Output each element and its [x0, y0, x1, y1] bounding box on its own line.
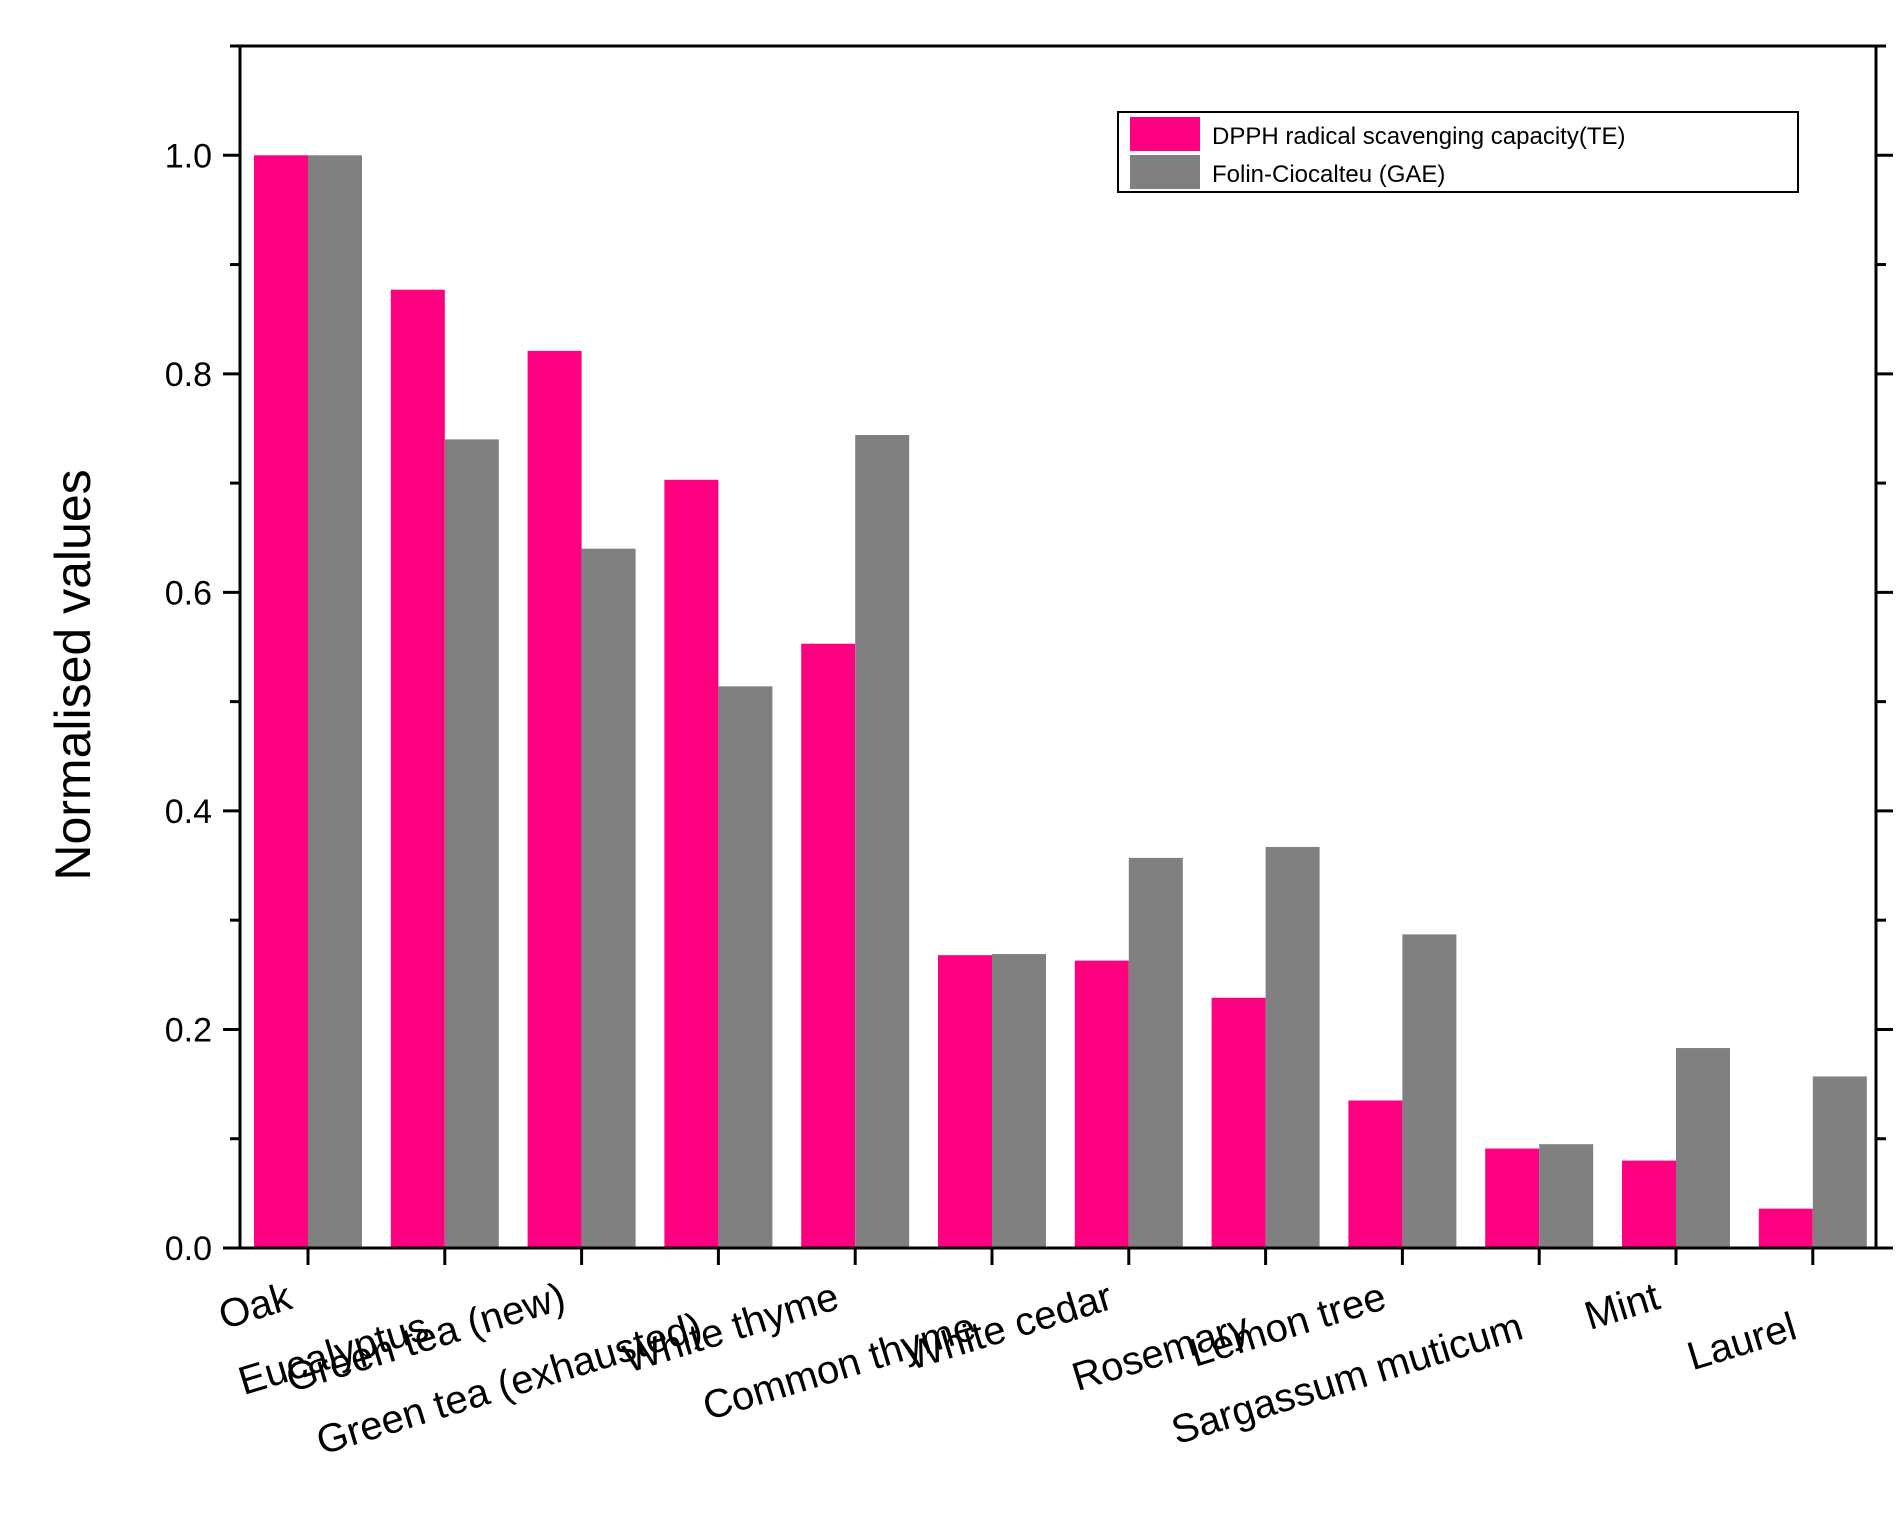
bar-dpph-white-cedar — [1074, 960, 1129, 1248]
bar-folin-sargassum-muticum — [1539, 1144, 1594, 1248]
y-axis-title: Normalised values — [45, 469, 101, 880]
bar-folin-lemon-tree — [1402, 934, 1457, 1248]
legend-swatch-dpph — [1130, 117, 1200, 151]
bar-dpph-eucalyptus — [390, 289, 445, 1248]
y-tick-label: 0.6 — [165, 574, 212, 612]
bar-dpph-green-tea-new — [527, 350, 582, 1248]
bar-folin-rosemary — [1265, 846, 1320, 1248]
x-category-label: Laurel — [1682, 1305, 1801, 1380]
x-category-label: Oak — [214, 1274, 298, 1338]
plot-frame — [238, 44, 1878, 1250]
ticks-layer — [223, 44, 1893, 1265]
bar-dpph-common-thyme — [938, 955, 992, 1248]
bar-folin-mint — [1676, 1048, 1730, 1248]
bar-dpph-mint — [1622, 1160, 1676, 1248]
bar-dpph-green-tea-exhausted — [664, 479, 719, 1248]
bar-folin-green-tea-new — [581, 548, 636, 1248]
y-tick-label: 0.0 — [165, 1230, 212, 1268]
bar-folin-oak — [308, 155, 362, 1249]
x-category-label: Mint — [1579, 1275, 1664, 1339]
bars-layer — [254, 155, 1867, 1249]
bar-folin-laurel — [1812, 1076, 1867, 1248]
bar-folin-white-cedar — [1128, 857, 1183, 1248]
bar-folin-white-thyme — [855, 435, 910, 1249]
legend-box — [1117, 111, 1799, 193]
bar-folin-common-thyme — [992, 954, 1046, 1248]
y-tick-label: 0.2 — [165, 1011, 212, 1049]
bar-folin-green-tea-exhausted — [718, 686, 773, 1248]
bar-dpph-sargassum-muticum — [1485, 1148, 1540, 1248]
legend-label-folin: Folin-Ciocalteu (GAE) — [1212, 161, 1445, 188]
bar-folin-eucalyptus — [444, 439, 499, 1248]
legend: DPPH radical scavenging capacity(TE) Fol… — [1117, 111, 1799, 193]
y-tick-label: 1.0 — [165, 137, 212, 175]
bar-dpph-white-thyme — [801, 643, 856, 1248]
bar-dpph-lemon-tree — [1348, 1100, 1403, 1248]
legend-label-dpph: DPPH radical scavenging capacity(TE) — [1212, 123, 1626, 150]
bar-dpph-oak — [254, 155, 308, 1249]
y-tick-label: 0.4 — [165, 793, 212, 831]
bar-dpph-rosemary — [1211, 997, 1266, 1248]
y-tick-label: 0.8 — [165, 356, 212, 394]
legend-swatch-folin — [1130, 155, 1200, 189]
y-tick-labels: 0.0 0.2 0.4 0.6 0.8 1.0 — [165, 137, 212, 1268]
bar-dpph-laurel — [1758, 1208, 1813, 1248]
